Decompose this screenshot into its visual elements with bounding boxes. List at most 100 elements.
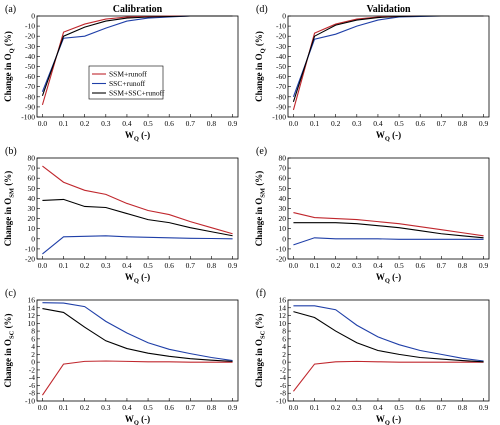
y-axis-label-suffix: (%)	[254, 313, 264, 330]
x-axis-label-sub: Q	[134, 278, 139, 285]
x-tick-label: 0.1	[59, 261, 69, 270]
x-tick-label: 0.1	[310, 119, 320, 128]
series-line-ssc-runoff	[292, 15, 484, 97]
y-tick-label: 40	[279, 194, 287, 203]
y-axis-label-sub: Q	[9, 48, 16, 53]
x-tick-label: 0.1	[59, 119, 69, 128]
x-tick-label: 0.0	[289, 261, 299, 270]
x-tick-label: 0.3	[352, 261, 362, 270]
x-tick-label: 0.2	[80, 119, 90, 128]
x-tick-label: 0.9	[228, 261, 238, 270]
legend-entry: SSM+SSC+runoff	[109, 89, 165, 98]
y-axis-label-main: Change in O	[3, 339, 13, 388]
x-tick-label: 0.8	[207, 403, 217, 412]
x-tick-label: 0.9	[228, 403, 238, 412]
y-tick-label: -30	[276, 42, 286, 51]
x-tick-label: 0.8	[458, 403, 468, 412]
y-tick-label: -6	[29, 381, 35, 390]
x-axis-label-suffix: (-)	[390, 130, 401, 140]
y-tick-label: 6	[282, 334, 286, 343]
y-tick-label: 30	[28, 204, 36, 213]
x-tick-label: 0.7	[437, 403, 447, 412]
y-tick-label: -30	[25, 42, 35, 51]
x-tick-label: 0.7	[186, 119, 196, 128]
y-axis-label-main: Change in O	[254, 198, 264, 247]
y-tick-label: -60	[276, 72, 286, 81]
x-tick-label: 0.0	[38, 261, 48, 270]
y-tick-label: 70	[279, 164, 287, 173]
y-tick-label: 4	[31, 342, 35, 351]
x-tick-label: 0.2	[331, 261, 341, 270]
x-tick-label: 0.3	[352, 403, 362, 412]
y-tick-label: -10	[25, 397, 35, 406]
y-tick-label: 20	[28, 214, 36, 223]
y-tick-label: 60	[28, 174, 36, 183]
y-tick-label: 4	[282, 342, 286, 351]
x-axis-label-suffix: (-)	[139, 272, 150, 282]
y-tick-label: 0	[282, 358, 286, 367]
x-axis-label: WQ (-)	[376, 414, 401, 425]
y-axis-label: Change in OSC (%)	[254, 313, 267, 387]
y-tick-label: -8	[280, 389, 286, 398]
x-tick-label: 0.3	[352, 119, 362, 128]
y-tick-label: -4	[280, 373, 286, 382]
x-tick-label: 0.2	[80, 261, 90, 270]
x-tick-label: 0.4	[122, 261, 132, 270]
y-axis-label-main: Change in O	[3, 198, 13, 247]
x-axis-label-sub: Q	[385, 420, 390, 425]
x-tick-label: 0.6	[165, 403, 175, 412]
y-tick-label: 0	[282, 12, 286, 21]
y-tick-label: 6	[31, 334, 35, 343]
plot-area	[36, 299, 239, 402]
y-tick-label: 10	[28, 319, 36, 328]
y-tick-label: -100	[272, 113, 286, 122]
y-tick-label: -10	[276, 397, 286, 406]
x-tick-label: 0.5	[143, 403, 153, 412]
y-axis-label: Change in OQ (%)	[254, 31, 267, 102]
panel-title: Calibration	[113, 4, 163, 15]
x-axis-label-sub: Q	[134, 420, 139, 425]
y-axis-label: Change in OSC (%)	[3, 313, 16, 387]
x-tick-label: 0.6	[165, 261, 175, 270]
x-tick-label: 0.8	[458, 261, 468, 270]
x-tick-label: 0.1	[310, 261, 320, 270]
series-line-ssc-runoff	[293, 237, 484, 246]
x-tick-label: 0.1	[310, 403, 320, 412]
x-tick-label: 0.8	[458, 119, 468, 128]
y-tick-label: 10	[279, 319, 287, 328]
x-tick-label: 0.0	[289, 119, 299, 128]
x-axis-label-main: W	[125, 414, 134, 424]
y-tick-label: 8	[31, 327, 35, 336]
y-tick-label: 30	[279, 204, 287, 213]
x-axis-label-main: W	[125, 130, 134, 140]
y-tick-label: -2	[29, 365, 35, 374]
y-tick-label: 16	[279, 296, 287, 305]
y-tick-label: 2	[282, 350, 286, 359]
y-tick-label: 80	[279, 154, 287, 163]
y-tick-label: -100	[21, 113, 35, 122]
series-line-ssm-runoff	[42, 165, 233, 235]
y-tick-label: -80	[25, 92, 35, 101]
y-axis-label: Change in OSM (%)	[3, 171, 16, 247]
x-tick-label: 0.5	[394, 261, 404, 270]
x-tick-label: 0.6	[416, 403, 426, 412]
y-tick-label: -10	[25, 244, 35, 253]
x-tick-label: 0.0	[38, 403, 48, 412]
x-tick-label: 0.2	[80, 403, 90, 412]
x-tick-label: 0.4	[122, 403, 132, 412]
series-line-ssm-ssc-runoff	[42, 308, 233, 362]
y-tick-label: -50	[25, 62, 35, 71]
panel-label: (c)	[5, 288, 16, 299]
y-tick-label: -20	[276, 255, 286, 264]
x-tick-label: 0.6	[416, 261, 426, 270]
x-tick-label: 0.7	[186, 403, 196, 412]
x-tick-label: 0.4	[373, 119, 383, 128]
x-tick-label: 0.3	[101, 119, 111, 128]
y-tick-label: 16	[28, 296, 36, 305]
y-tick-label: -10	[276, 244, 286, 253]
y-axis-label-suffix: (%)	[3, 171, 13, 188]
y-tick-label: 14	[279, 303, 287, 312]
